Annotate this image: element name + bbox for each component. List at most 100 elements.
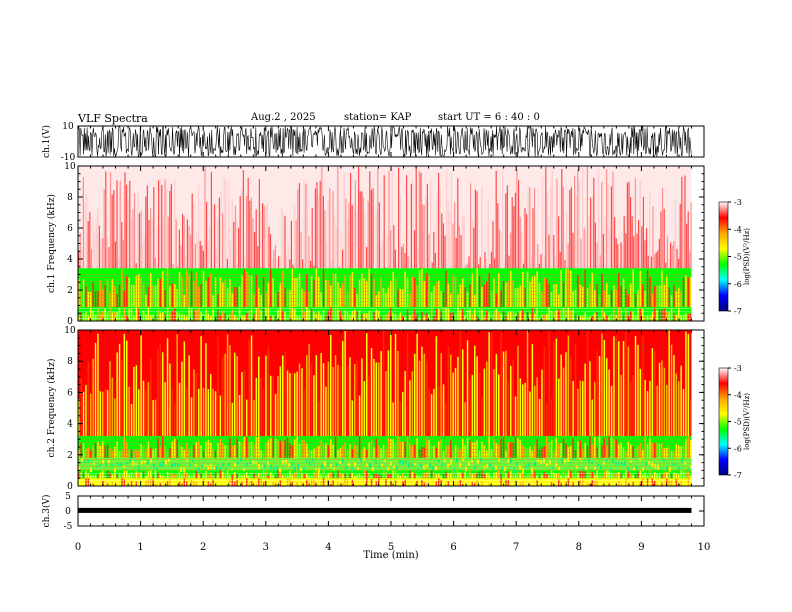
s2-band-cell — [94, 474, 97, 479]
s1-band-cell — [502, 311, 505, 321]
s1-band-cell — [466, 310, 469, 321]
s1-band-cell — [229, 278, 231, 308]
s1-band-cell — [236, 287, 238, 308]
s2-band — [78, 478, 692, 486]
s1-band-cell — [306, 274, 308, 308]
s2-band-cell — [385, 479, 387, 486]
s1-band-cell — [97, 308, 99, 321]
s1-streak — [454, 202, 456, 270]
s2-band-cell — [555, 473, 558, 479]
s2-band-cell — [116, 352, 118, 437]
s2-band-cell — [318, 445, 320, 458]
s2-band-cell — [322, 478, 325, 486]
s1-streak — [334, 216, 336, 270]
s1-band-cell — [426, 313, 428, 321]
s1-band-cell — [469, 284, 471, 308]
s2-band-cell — [104, 445, 106, 458]
s2-band-cell — [262, 482, 265, 486]
s1-band-cell — [483, 284, 486, 308]
date-label: Aug.2 , 2025 — [251, 112, 316, 123]
s2-band-cell — [294, 373, 296, 437]
s1-streak — [642, 196, 644, 270]
s2-band-cell — [153, 463, 155, 469]
s1-band-cell — [661, 270, 663, 308]
s2-band-cell — [135, 471, 138, 479]
s2-band-cell — [450, 473, 452, 479]
s2-band-cell — [572, 438, 574, 458]
s2-band-cell — [577, 388, 579, 437]
s1-ylabel: ch.1 Frequency (kHz) — [46, 194, 57, 293]
s2-band-cell — [80, 378, 82, 437]
s1-band-cell — [277, 291, 279, 308]
s1-band-cell — [512, 280, 514, 308]
s2-band-cell — [102, 460, 104, 464]
x-tick-label: 0 — [75, 542, 81, 553]
s2-band-cell — [534, 385, 536, 437]
s1-streak — [284, 216, 286, 270]
s1-streak — [655, 252, 657, 270]
s1-band-cell — [111, 312, 114, 321]
s2-band-cell — [243, 370, 246, 437]
s1-streak — [476, 191, 478, 270]
s2-band-cell — [294, 439, 296, 458]
s1-streak — [606, 169, 608, 270]
s2-band-cell — [224, 353, 226, 437]
s1-streak — [546, 193, 548, 270]
s1-band-cell — [356, 311, 358, 321]
s2-band-cell — [442, 384, 445, 437]
s2-band-cell — [524, 480, 526, 486]
s1-band-cell — [171, 310, 174, 321]
s1-streak — [233, 222, 235, 270]
s2-band-cell — [310, 450, 313, 458]
s1-streak — [188, 226, 190, 270]
s2-band-cell — [114, 398, 116, 437]
s1-streak — [470, 183, 472, 270]
s1-band-cell — [224, 279, 226, 308]
s2-band-cell — [666, 472, 668, 479]
s2-band-cell — [630, 444, 632, 458]
s2-band-cell — [354, 443, 356, 458]
s1-band-cell — [651, 294, 654, 308]
s2-band-cell — [348, 463, 350, 467]
s1-band-cell — [102, 310, 104, 321]
s1-streak — [90, 249, 92, 270]
s1-band-cell — [109, 308, 111, 321]
s2-band-cell — [550, 439, 553, 458]
s2-band-cell — [339, 472, 342, 479]
s2-band-cell — [284, 350, 286, 437]
s2-band-cell — [661, 443, 663, 458]
s1-band-cell — [471, 313, 474, 321]
s1-band-cell — [471, 273, 474, 308]
s1-band-cell — [243, 315, 246, 321]
s2-band-cell — [188, 355, 190, 437]
s1-streak — [431, 262, 433, 270]
s2-band-cell — [363, 470, 366, 479]
s1-streak — [681, 176, 683, 270]
s2-band-cell — [627, 466, 629, 472]
s1-streak — [206, 202, 208, 270]
s2-band-cell — [358, 395, 361, 437]
s1-streak — [633, 236, 635, 270]
s2-band-cell — [291, 372, 294, 437]
s2-band-cell — [240, 458, 242, 462]
s1-streak — [138, 213, 140, 270]
s1-streak — [199, 240, 201, 270]
s1-streak — [489, 263, 491, 270]
s1-streak — [658, 238, 660, 270]
s1-band-cell — [226, 315, 229, 321]
s1-band-cell — [205, 281, 207, 308]
s1-streak — [102, 238, 104, 270]
s1-band-cell — [598, 294, 601, 308]
s1-streak — [564, 260, 566, 270]
s2-band-cell — [675, 479, 678, 486]
s2-band-cell — [668, 446, 670, 458]
s1-band-cell — [207, 313, 210, 321]
s2-band-cell — [270, 438, 272, 458]
s2-band-cell — [248, 442, 250, 458]
s2-band-cell — [555, 482, 558, 486]
s1-band-cell — [358, 310, 361, 321]
s1-streak — [650, 256, 652, 270]
s2-band-cell — [366, 478, 368, 486]
s2-band-cell — [159, 474, 162, 479]
s2-band-cell — [222, 471, 224, 479]
